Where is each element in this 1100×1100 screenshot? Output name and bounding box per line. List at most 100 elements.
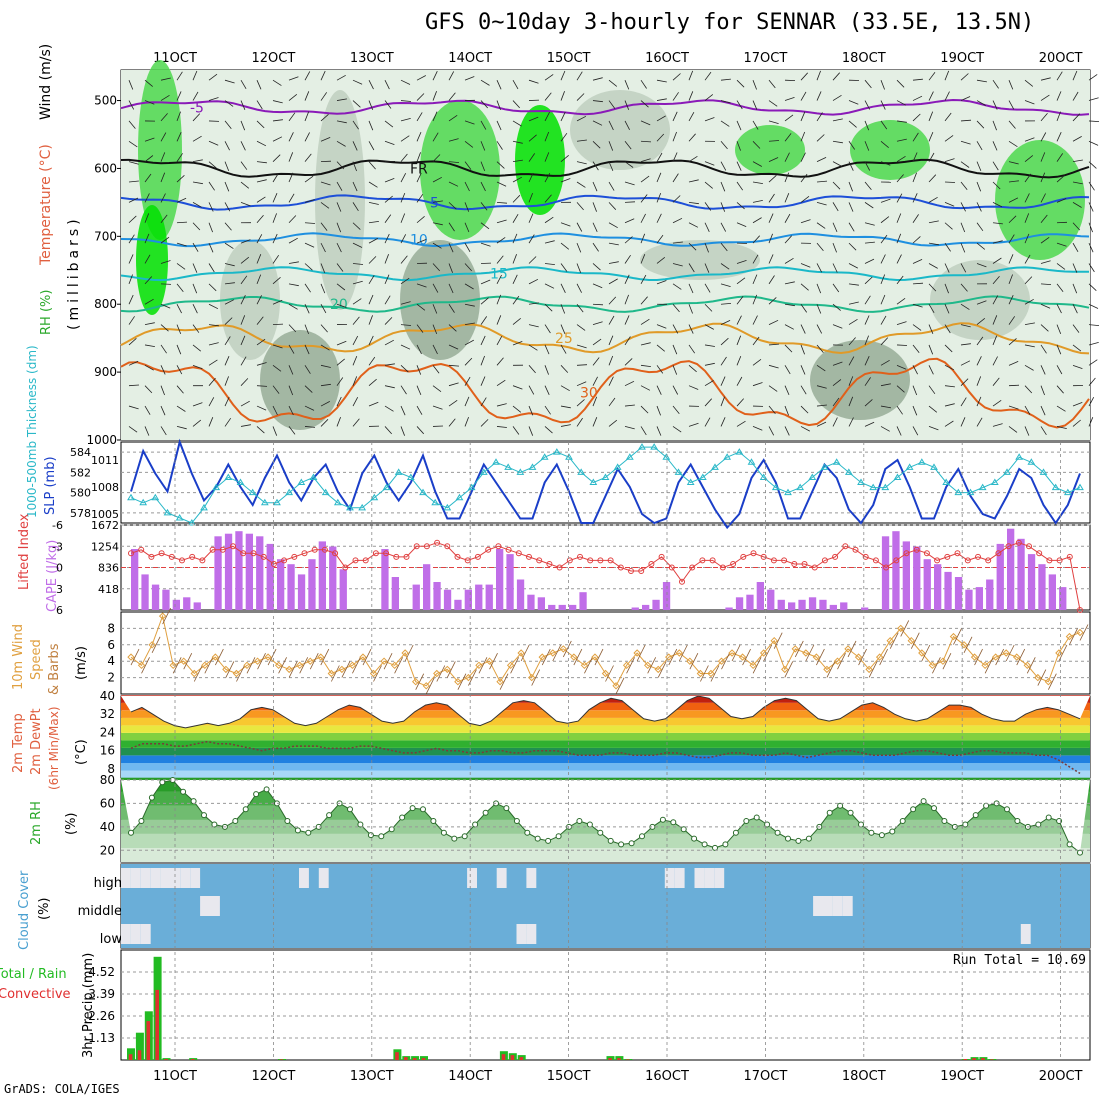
wind-barb bbox=[576, 263, 582, 273]
wind-barb bbox=[160, 426, 167, 436]
wind-barb bbox=[784, 281, 795, 285]
wind10m-barb bbox=[478, 657, 488, 674]
wind-barb bbox=[912, 172, 917, 183]
wind-barb bbox=[928, 131, 934, 142]
thickness-point bbox=[686, 478, 695, 485]
wind-barb bbox=[272, 193, 278, 203]
wind-barb bbox=[880, 120, 888, 130]
wind-barb bbox=[240, 79, 247, 90]
thickness-point bbox=[1039, 468, 1048, 475]
li-point bbox=[821, 557, 828, 564]
wind-barb bbox=[640, 158, 651, 163]
wind10m-point bbox=[707, 669, 715, 678]
wind-barb bbox=[1024, 213, 1030, 223]
wind10m-barb bbox=[995, 648, 1005, 666]
wind-barb bbox=[128, 254, 134, 264]
cape-bar bbox=[183, 597, 191, 610]
li-point bbox=[372, 550, 379, 557]
wind-barb bbox=[512, 254, 517, 264]
rh2m-tick: 80 bbox=[100, 773, 115, 787]
wind-barb bbox=[816, 421, 827, 427]
wind-barb bbox=[624, 254, 631, 264]
li-point bbox=[709, 557, 716, 564]
wind-barb bbox=[992, 257, 1002, 264]
wind-barb bbox=[144, 79, 153, 87]
wind-barb bbox=[944, 364, 955, 371]
wind10m-point bbox=[274, 661, 283, 670]
isotherm-label: 30 bbox=[580, 385, 598, 401]
wind-barb bbox=[192, 159, 203, 163]
rh2m-point bbox=[972, 812, 979, 819]
thickness-point bbox=[236, 478, 245, 485]
cape-bar bbox=[788, 602, 796, 610]
rh-region bbox=[570, 90, 670, 170]
wind-barb bbox=[336, 242, 342, 253]
precip-conv-bar bbox=[155, 989, 159, 1060]
wind-barb bbox=[576, 399, 585, 407]
wind-barb bbox=[672, 111, 678, 122]
cape-bar bbox=[141, 574, 149, 610]
wind-barb bbox=[208, 140, 219, 146]
wind10m-point bbox=[844, 645, 852, 653]
wind-barb bbox=[992, 399, 1002, 407]
thickness-point bbox=[455, 493, 464, 501]
wind-barb bbox=[576, 283, 582, 293]
wind10m-point bbox=[728, 649, 736, 657]
wind-barb bbox=[816, 157, 827, 163]
wind-barb bbox=[1056, 242, 1067, 247]
wind-barb bbox=[512, 120, 522, 127]
wind-barb bbox=[640, 274, 647, 285]
wind-barb bbox=[304, 199, 315, 203]
wind-barb bbox=[176, 324, 182, 335]
wind10m-point bbox=[454, 677, 462, 686]
li-point bbox=[791, 561, 798, 567]
thickness-point bbox=[613, 463, 622, 470]
cape-bar bbox=[579, 592, 587, 610]
wind-barb bbox=[960, 73, 969, 81]
thickness-point bbox=[723, 453, 732, 460]
thickness-point bbox=[711, 463, 719, 470]
li-point bbox=[148, 553, 155, 560]
thickness-point bbox=[358, 503, 367, 511]
wind-barb bbox=[464, 376, 471, 386]
wind-barb bbox=[720, 181, 726, 192]
rh2m-point bbox=[607, 837, 614, 844]
wind-barb bbox=[544, 365, 549, 375]
li-point bbox=[536, 557, 543, 564]
thickness-point bbox=[127, 493, 135, 501]
wind-barb bbox=[832, 263, 838, 273]
wind-barb bbox=[816, 404, 827, 407]
rh2m-point bbox=[941, 818, 948, 824]
cape-bar bbox=[537, 597, 545, 610]
wind-barb bbox=[608, 161, 614, 172]
wind10m-point bbox=[570, 653, 578, 661]
wind-barb bbox=[960, 283, 968, 292]
wind-barb bbox=[240, 100, 246, 110]
wind-barb bbox=[848, 396, 854, 407]
li-point bbox=[291, 553, 298, 560]
wind-barb bbox=[752, 336, 760, 346]
li-point bbox=[1066, 553, 1073, 560]
wind-barb bbox=[656, 79, 667, 83]
wind-barb bbox=[432, 263, 440, 272]
rh2m-point bbox=[805, 835, 812, 842]
wind-barb bbox=[512, 317, 521, 325]
wind-barb bbox=[544, 344, 550, 355]
wind-barb bbox=[896, 426, 902, 436]
wind-barb bbox=[768, 193, 775, 203]
wind-barb bbox=[896, 364, 907, 370]
wind-barb bbox=[336, 222, 342, 233]
li-point bbox=[189, 553, 196, 560]
rh2m-point bbox=[190, 798, 197, 805]
upper-rh-label: RH (%) bbox=[39, 290, 54, 335]
panel-frame-1 bbox=[120, 441, 1091, 524]
isotherm-line bbox=[120, 295, 1090, 313]
wind-barb bbox=[576, 303, 584, 313]
thickness-point bbox=[139, 498, 148, 506]
wind-barb bbox=[416, 385, 422, 396]
rh2m-point bbox=[367, 832, 374, 839]
wind-barb bbox=[464, 202, 470, 212]
precip-conv-bar bbox=[519, 1057, 524, 1060]
wind-barb bbox=[416, 172, 422, 183]
wind-barb bbox=[448, 382, 459, 387]
